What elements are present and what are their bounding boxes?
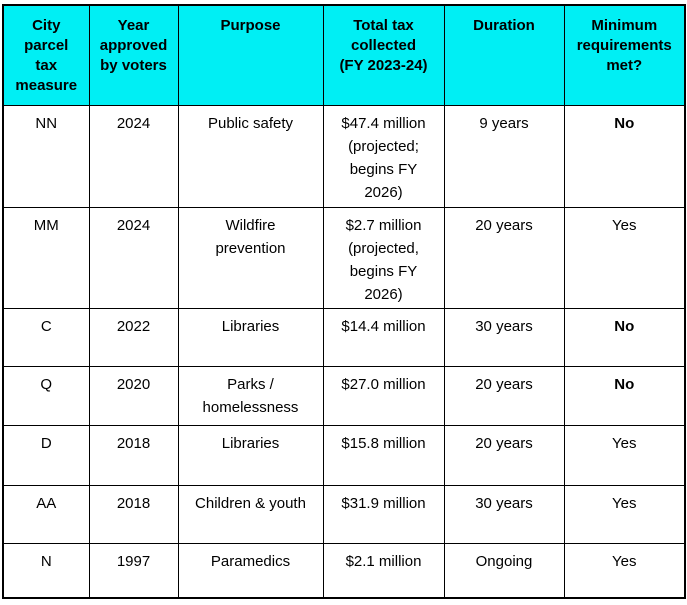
cell-duration: Ongoing [443, 542, 565, 599]
cell-tax: $47.4 million (projected; begins FY 2026… [322, 104, 445, 208]
cell-duration: 30 years [443, 307, 565, 367]
cell-purpose: Libraries [177, 307, 324, 367]
cell-duration: 30 years [443, 484, 565, 544]
table-row: AA 2018 Children & youth $31.9 million 3… [2, 484, 686, 544]
cell-measure: NN [2, 104, 90, 208]
cell-year: 2024 [88, 206, 179, 309]
cell-met: Yes [563, 484, 686, 544]
cell-purpose: Wildfire prevention [177, 206, 324, 309]
cell-measure: MM [2, 206, 90, 309]
table-row: NN 2024 Public safety $47.4 million (pro… [2, 104, 686, 208]
cell-measure: Q [2, 365, 90, 426]
cell-year: 2020 [88, 365, 179, 426]
col-header-purpose: Purpose [177, 4, 324, 106]
cell-measure: N [2, 542, 90, 599]
cell-met: Yes [563, 542, 686, 599]
cell-measure: D [2, 424, 90, 486]
cell-year: 2018 [88, 484, 179, 544]
cell-tax: $14.4 million [322, 307, 445, 367]
cell-measure: AA [2, 484, 90, 544]
cell-purpose: Children & youth [177, 484, 324, 544]
cell-year: 2018 [88, 424, 179, 486]
table-row: MM 2024 Wildfire prevention $2.7 million… [2, 206, 686, 309]
col-header-duration: Duration [443, 4, 565, 106]
cell-tax: $31.9 million [322, 484, 445, 544]
cell-year: 1997 [88, 542, 179, 599]
table-row: D 2018 Libraries $15.8 million 20 years … [2, 424, 686, 486]
col-header-met: Minimum requirements met? [563, 4, 686, 106]
cell-duration: 20 years [443, 206, 565, 309]
table-row: C 2022 Libraries $14.4 million 30 years … [2, 307, 686, 367]
cell-purpose: Libraries [177, 424, 324, 486]
table-row: Q 2020 Parks / homelessness $27.0 millio… [2, 365, 686, 426]
cell-tax: $2.1 million [322, 542, 445, 599]
cell-measure: C [2, 307, 90, 367]
page: City parcel tax measure Year approved by… [0, 4, 687, 605]
cell-duration: 20 years [443, 365, 565, 426]
cell-met: No [563, 365, 686, 426]
cell-met: No [563, 307, 686, 367]
cell-year: 2022 [88, 307, 179, 367]
cell-duration: 20 years [443, 424, 565, 486]
cell-met: No [563, 104, 686, 208]
parcel-tax-table: City parcel tax measure Year approved by… [2, 4, 686, 599]
cell-purpose: Public safety [177, 104, 324, 208]
col-header-year: Year approved by voters [88, 4, 179, 106]
cell-year: 2024 [88, 104, 179, 208]
cell-tax: $15.8 million [322, 424, 445, 486]
cell-met: Yes [563, 206, 686, 309]
col-header-measure: City parcel tax measure [2, 4, 90, 106]
cell-tax: $27.0 million [322, 365, 445, 426]
cell-tax: $2.7 million (projected, begins FY 2026) [322, 206, 445, 309]
col-header-tax: Total tax collected (FY 2023-24) [322, 4, 445, 106]
cell-duration: 9 years [443, 104, 565, 208]
table-row: N 1997 Paramedics $2.1 million Ongoing Y… [2, 542, 686, 599]
cell-purpose: Parks / homelessness [177, 365, 324, 426]
cell-purpose: Paramedics [177, 542, 324, 599]
table-header-row: City parcel tax measure Year approved by… [2, 4, 686, 106]
cell-met: Yes [563, 424, 686, 486]
